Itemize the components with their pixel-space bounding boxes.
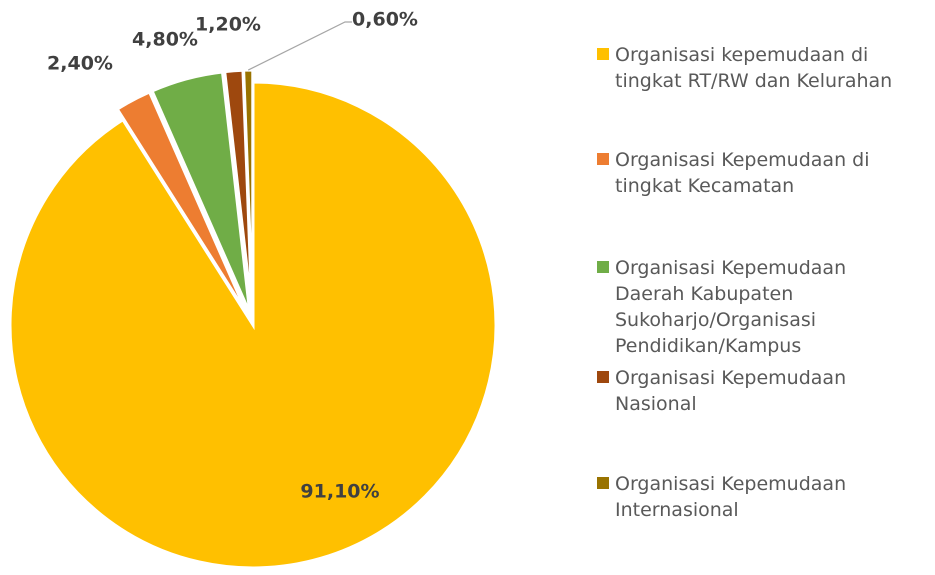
legend-label: Organisasi Kepemudaan Nasional — [615, 367, 847, 415]
legend-swatch — [597, 371, 609, 383]
leader-line — [247, 21, 352, 71]
data-label: 1,20% — [195, 14, 261, 36]
data-label: 91,10% — [300, 481, 379, 503]
legend-item: Organisasi Kepemudaan Nasional — [597, 365, 932, 417]
legend-item: Organisasi kepemudaan di tingkat RT/RW d… — [597, 42, 932, 94]
legend-swatch — [597, 477, 609, 489]
legend-swatch — [597, 153, 609, 165]
data-label: 4,80% — [132, 29, 198, 51]
data-label: 2,40% — [47, 53, 113, 75]
pie-slice — [242, 68, 255, 314]
pie-slice — [150, 70, 252, 315]
legend-item: Organisasi Kepemudaan Internasional — [597, 471, 932, 523]
legend-label: Organisasi Kepemudaan di tingkat Kecamat… — [615, 149, 870, 197]
legend-swatch — [597, 48, 609, 60]
pie-slice — [8, 80, 498, 570]
legend-item: Organisasi Kepemudaan di tingkat Kecamat… — [597, 147, 932, 199]
legend-label: Organisasi kepemudaan di tingkat RT/RW d… — [615, 44, 893, 92]
legend-label: Organisasi Kepemudaan Internasional — [615, 473, 847, 521]
legend-swatch — [597, 261, 609, 273]
legend-label: Organisasi Kepemudaan Daerah Kabupaten S… — [615, 257, 847, 357]
pie-slice — [115, 89, 249, 316]
legend-item: Organisasi Kepemudaan Daerah Kabupaten S… — [597, 255, 932, 359]
data-label: 0,60% — [352, 9, 418, 31]
